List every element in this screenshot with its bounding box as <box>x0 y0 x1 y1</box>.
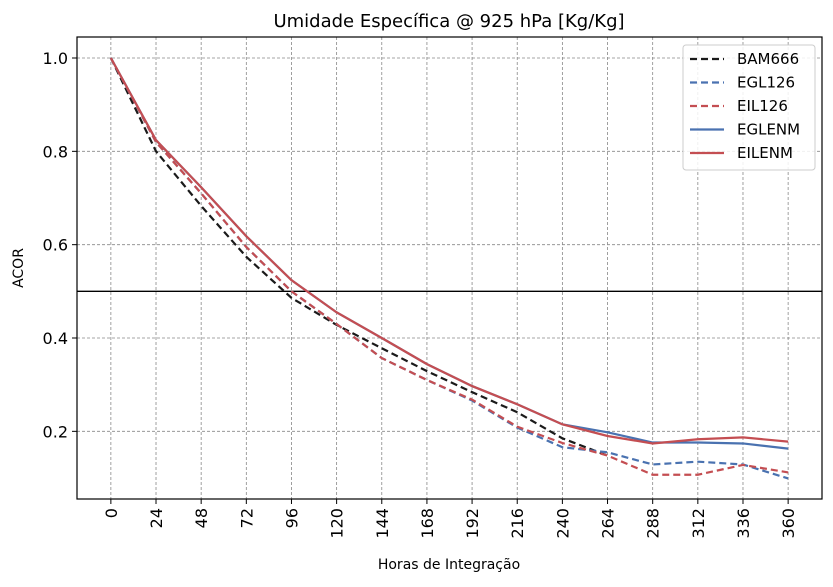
legend-box <box>682 44 816 171</box>
x-tick-label: 144 <box>373 508 392 539</box>
x-tick-label: 240 <box>553 508 572 539</box>
x-tick-label: 96 <box>282 508 301 528</box>
legend-label: BAM666 <box>737 50 799 68</box>
series-line-eilenm <box>109 57 789 445</box>
y-tick-label: 0.2 <box>43 422 68 441</box>
x-tick-label: 24 <box>147 508 166 528</box>
series-line-eil126 <box>109 57 789 476</box>
y-tick-label: 0.4 <box>43 329 68 348</box>
x-tick-label: 360 <box>779 508 798 539</box>
y-tick-label: 1.0 <box>43 49 68 68</box>
x-tick-label: 0 <box>102 508 121 518</box>
x-tick-label: 336 <box>734 508 753 539</box>
legend-label: EIL126 <box>737 97 788 115</box>
x-tick-label: 264 <box>599 508 618 539</box>
chart-title: Umidade Específica @ 925 hPa [Kg/Kg] <box>273 11 624 32</box>
y-tick-label: 0.6 <box>43 236 68 255</box>
x-tick-label: 168 <box>418 508 437 539</box>
x-tick-label: 288 <box>644 508 663 539</box>
y-axis-label: ACOR <box>11 248 27 288</box>
series-line-bam666 <box>109 57 608 457</box>
plot-frame <box>76 36 823 500</box>
legend: BAM666 EGL126 EIL126 EGLENM EILENM <box>682 44 816 171</box>
x-tick-label: 192 <box>463 508 482 539</box>
x-tick-label: 72 <box>237 508 256 528</box>
legend-label: EGL126 <box>737 74 795 92</box>
x-tick-label: 120 <box>328 508 347 539</box>
legend-label: EILENM <box>737 144 793 162</box>
y-tick-label: 0.8 <box>43 142 68 161</box>
x-axis-label: Horas de Integração <box>378 557 520 573</box>
x-tick-label: 48 <box>192 508 211 528</box>
legend-label: EGLENM <box>737 121 800 139</box>
x-tick-label: 216 <box>508 508 527 539</box>
x-tick-label: 312 <box>689 508 708 539</box>
